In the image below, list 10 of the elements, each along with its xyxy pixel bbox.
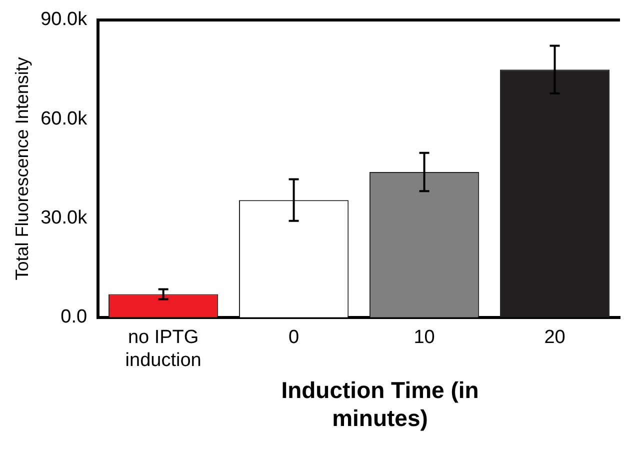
x-tick-label: 10 <box>414 327 435 348</box>
y-axis-title: Total Fluorescence Intensity <box>12 57 32 280</box>
x-axis-title: Induction Time (in minutes) <box>280 376 480 432</box>
x-tick-label: no IPTG induction <box>125 327 202 371</box>
y-tick-label: 0.0 <box>60 306 88 328</box>
y-tick-label: 60.0k <box>40 108 88 130</box>
y-tick-label: 30.0k <box>40 208 88 228</box>
x-tick-label: 0 <box>288 327 300 348</box>
y-tick-label: 90.0k <box>40 9 88 30</box>
x-tick-label: 20 <box>544 327 566 348</box>
